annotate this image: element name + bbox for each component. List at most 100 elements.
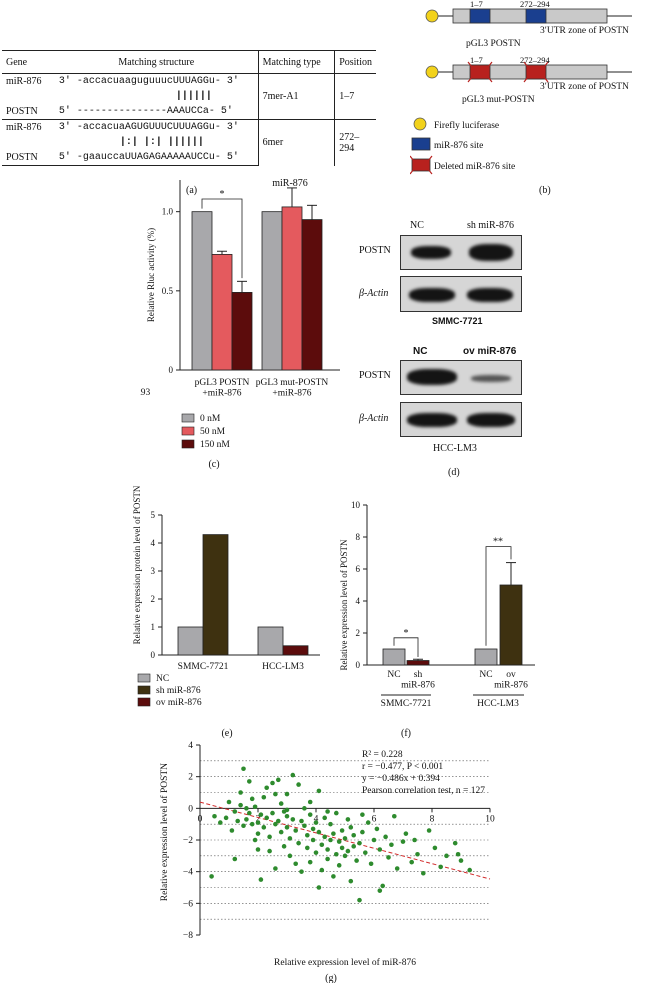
data-point	[357, 840, 362, 846]
group-label: SMMC-7721	[381, 699, 432, 709]
bar	[301, 219, 323, 371]
data-point	[235, 818, 240, 824]
row-seq: 5′ ---------------AAAUCCa- 5′	[58, 106, 233, 117]
utr-zone-label: 3′UTR zone of POSTN	[540, 25, 629, 36]
data-point	[458, 858, 464, 863]
panel-e-label: (e)	[221, 728, 232, 739]
y-tick-label: 1	[151, 622, 156, 632]
legend-label: 0 nM	[200, 414, 221, 424]
panel-b-label: (b)	[539, 185, 551, 196]
data-point	[400, 839, 406, 844]
data-point	[296, 782, 301, 787]
data-point	[336, 863, 342, 868]
data-point	[403, 831, 409, 836]
data-point	[299, 869, 304, 874]
data-point	[290, 817, 296, 822]
y-tick-label: 3	[151, 566, 156, 576]
data-point	[351, 844, 356, 849]
data-point	[218, 820, 223, 825]
sig-bracket	[201, 198, 243, 279]
y-tick-label: −4	[183, 868, 193, 878]
data-point	[351, 832, 356, 838]
data-point	[276, 818, 281, 824]
site-position: 1–7	[470, 0, 483, 9]
y-tick-label: 4	[151, 538, 156, 548]
row-bars: |:| |:| ||||||	[119, 137, 204, 148]
data-point	[345, 848, 351, 854]
sig-label: *	[220, 189, 225, 200]
data-point	[455, 851, 461, 857]
legend-label: 150 nM	[200, 440, 230, 450]
x-tick-label: sh miR-876	[401, 670, 435, 691]
data-point	[444, 853, 449, 859]
data-point	[409, 859, 414, 865]
data-point	[244, 817, 249, 822]
data-point	[209, 874, 214, 879]
data-point	[290, 772, 296, 778]
data-point	[296, 840, 301, 846]
legend-label: Deleted miR-876 site	[434, 162, 515, 172]
data-point	[365, 820, 371, 825]
data-point	[412, 837, 417, 843]
data-point	[249, 821, 255, 827]
data-point	[273, 866, 278, 871]
bar	[191, 211, 213, 371]
actin-blot-image	[400, 276, 522, 312]
row-gene: miR-876	[2, 119, 55, 135]
x-tick-label: NC	[387, 670, 400, 680]
data-point	[345, 817, 351, 822]
data-point	[310, 826, 316, 832]
data-point	[313, 820, 319, 825]
data-point	[293, 861, 298, 867]
correlation-scatter: 4 2 0 −2 −4 −6 −8 0 2 4 6 8 10 R² = 0.228 r = −0.477, …	[159, 741, 495, 983]
data-point	[270, 810, 275, 816]
data-point	[383, 834, 388, 840]
y-axis-label: Relative expression protein level of POS…	[132, 485, 142, 644]
legend-site-icon	[411, 137, 431, 151]
top-label: miR-876	[272, 178, 308, 189]
data-point	[281, 844, 287, 849]
data-point	[273, 791, 278, 797]
construct-diagram: 1–7 272–294 3′UTR zone of POSTN pGL3 POS…	[410, 0, 632, 196]
x-tick-label: 2	[256, 814, 261, 824]
row-seq: 3′ -accacuaaguguuucUUUAGGu- 3′	[58, 76, 239, 87]
data-point	[293, 828, 298, 833]
data-point	[223, 815, 229, 821]
data-point	[284, 825, 290, 830]
bar	[282, 645, 309, 656]
site-position: 1–7	[470, 55, 483, 65]
data-point	[247, 810, 252, 816]
data-point	[336, 839, 342, 844]
blot-cell-label: HCC-LM3	[433, 443, 477, 454]
data-point	[255, 831, 261, 836]
data-point	[267, 834, 272, 840]
bar	[231, 292, 253, 371]
rluc-activity-chart: 0 0.5 1.0 Relative Rluc activity (%) * miR-87…	[140, 178, 340, 470]
data-point	[325, 809, 330, 814]
y-tick-label: −8	[183, 931, 193, 941]
data-point	[261, 794, 267, 800]
data-point	[226, 799, 232, 805]
data-point	[241, 823, 246, 829]
data-point	[273, 821, 278, 827]
y-tick-label: −2	[183, 836, 193, 846]
data-point	[247, 779, 252, 784]
x-tick-label: ov miR-876	[494, 670, 528, 691]
annotation: y = −0.486x + 0.394	[362, 774, 440, 784]
header-gene: Gene	[2, 50, 55, 74]
data-point	[325, 847, 330, 852]
bar	[474, 648, 498, 666]
x-tick-label: SMMC-7721	[178, 662, 229, 672]
data-point	[299, 818, 304, 824]
data-point	[360, 829, 365, 835]
data-point	[264, 785, 269, 791]
data-point	[287, 853, 293, 859]
data-point	[302, 806, 307, 811]
row-seq: 3′ -accacuaAGUGUUUCUUUAGGu- 3′	[54, 119, 259, 135]
header-type: Matching type	[257, 50, 335, 74]
side-number: 293	[140, 388, 151, 398]
data-point	[270, 780, 275, 786]
legend-luciferase-icon	[413, 117, 427, 131]
panel-a-label: (a)	[186, 185, 198, 196]
x-tick-label: pGL3 POSTN +miR-876	[195, 378, 250, 399]
